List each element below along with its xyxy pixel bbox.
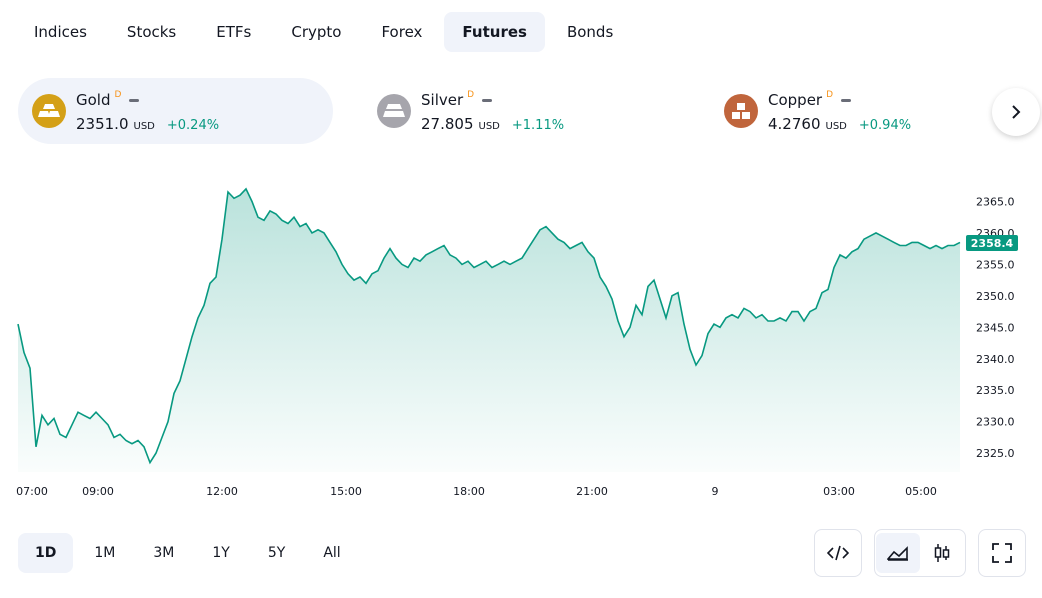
ticker-currency: USD (133, 121, 155, 132)
candlestick-chart-button[interactable] (920, 533, 964, 573)
x-tick-label: 12:00 (206, 485, 238, 498)
delay-badge: D (114, 90, 122, 100)
ticker-currency: USD (478, 121, 500, 132)
ticker-silver[interactable]: Silver D 27.805 USD +1.11% (363, 78, 663, 144)
fullscreen-icon (992, 543, 1012, 563)
ticker-change: +0.24% (166, 118, 220, 133)
range-1m[interactable]: 1M (94, 545, 116, 561)
x-tick-label: 18:00 (453, 485, 485, 498)
market-status-icon (129, 98, 140, 102)
price-chart[interactable]: 2365.02360.02355.02350.02345.02340.02335… (0, 170, 1042, 510)
tab-bonds[interactable]: Bonds (566, 23, 614, 41)
range-1d[interactable]: 1D (18, 533, 74, 573)
delay-badge: D (467, 90, 475, 100)
x-tick-label: 9 (712, 485, 719, 498)
x-tick-label: 21:00 (576, 485, 608, 498)
y-tick-label: 2345.0 (976, 321, 1015, 334)
market-tabs: Indices Stocks ETFs Crypto Forex Futures… (16, 12, 635, 52)
ticker-name: Silver (421, 91, 464, 109)
y-tick-label: 2325.0 (976, 447, 1015, 460)
y-tick-label: 2335.0 (976, 384, 1015, 397)
last-price-tag (966, 234, 1018, 251)
x-tick-label: 03:00 (823, 485, 855, 498)
chevron-right-icon (1012, 105, 1021, 119)
y-tick-label: 2355.0 (976, 258, 1015, 271)
ticker-price: 2351.0 (76, 115, 129, 133)
ticker-gold[interactable]: Gold D 2351.0 USD +0.24% (18, 78, 333, 144)
tab-indices[interactable]: Indices (34, 23, 87, 41)
last-price-label: 2358.4 (966, 234, 1018, 251)
ticker-name: Copper (768, 91, 823, 109)
range-all[interactable]: All (323, 545, 341, 561)
area-chart-icon (887, 546, 908, 561)
x-axis: 07:00 09:00 12:00 15:00 18:00 21:00 9 03:00 05:0… (16, 485, 937, 498)
area-chart-button[interactable] (876, 533, 920, 573)
y-axis: 2365.02360.02355.02350.02345.02340.02335… (976, 195, 1015, 460)
chart-type-toggle (874, 529, 966, 577)
tab-etfs[interactable]: ETFs (216, 23, 252, 41)
y-tick-label: 2365.0 (976, 195, 1015, 208)
range-selector: 1D 1M 3M 1Y 5Y All (18, 533, 362, 573)
ticker-price: 4.2760 (768, 115, 821, 133)
x-tick-label: 09:00 (82, 485, 114, 498)
ticker-change: +1.11% (511, 118, 565, 133)
delay-badge: D (826, 90, 834, 100)
gold-bars-icon (32, 94, 66, 128)
candlestick-icon (934, 544, 950, 562)
next-tickers-button[interactable] (992, 88, 1040, 136)
last-price-value: 2358.4 (971, 237, 1014, 250)
x-tick-label: 05:00 (905, 485, 937, 498)
tab-stocks[interactable]: Stocks (126, 23, 177, 41)
range-3m[interactable]: 3M (153, 545, 175, 561)
y-tick-label: 2350.0 (976, 290, 1015, 303)
market-status-icon (841, 98, 852, 102)
x-tick-label: 07:00 (16, 485, 48, 498)
code-icon (827, 545, 849, 561)
copper-bars-icon (724, 94, 758, 128)
price-line (17, 187, 961, 465)
fullscreen-button[interactable] (978, 529, 1026, 577)
y-tick-label: 2330.0 (976, 416, 1015, 429)
ticker-currency: USD (825, 121, 847, 132)
tab-forex[interactable]: Forex (381, 23, 423, 41)
ticker-change: +0.94% (858, 118, 912, 133)
silver-bars-icon (377, 94, 411, 128)
price-area (18, 188, 960, 472)
tab-futures[interactable]: Futures (444, 12, 545, 52)
ticker-copper[interactable]: Copper D 4.2760 USD +0.94% (710, 78, 980, 144)
ticker-name: Gold (76, 91, 111, 109)
ticker-price: 27.805 (421, 115, 474, 133)
tab-crypto[interactable]: Crypto (291, 23, 342, 41)
y-tick-label: 2340.0 (976, 353, 1015, 366)
embed-button[interactable] (814, 529, 862, 577)
range-5y[interactable]: 5Y (267, 545, 286, 561)
x-tick-label: 15:00 (330, 485, 362, 498)
range-1y[interactable]: 1Y (212, 545, 230, 561)
market-status-icon (482, 98, 493, 102)
